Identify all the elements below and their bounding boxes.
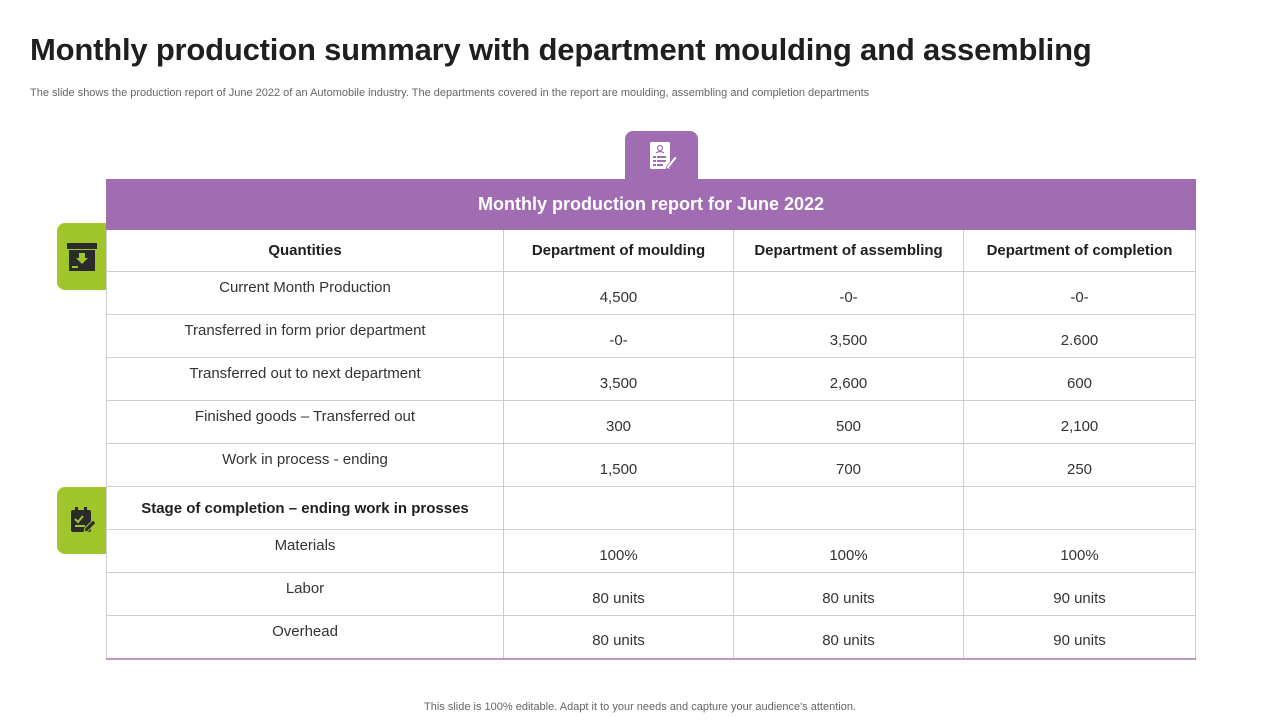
table-row: Transferred out to next department 3,500… bbox=[106, 357, 1197, 401]
cell-completion: -0- bbox=[962, 271, 1197, 315]
cell-assembling: 100% bbox=[733, 529, 964, 573]
row-label: Work in process - ending bbox=[106, 443, 504, 487]
report-document-icon bbox=[649, 142, 678, 170]
cell-moulding: 300 bbox=[503, 400, 734, 444]
section-label: Stage of completion – ending work in pro… bbox=[106, 486, 504, 530]
cell-completion: 90 units bbox=[962, 572, 1197, 616]
cell-completion: 250 bbox=[962, 443, 1197, 487]
empty-cell bbox=[962, 486, 1197, 530]
table-row: Finished goods – Transferred out 300 500… bbox=[106, 400, 1197, 444]
page-title: Monthly production summary with departme… bbox=[30, 32, 1092, 67]
row-label: Transferred out to next department bbox=[106, 357, 504, 401]
cell-assembling: 3,500 bbox=[733, 314, 964, 358]
table-row: Overhead 80 units 80 units 90 units bbox=[106, 615, 1197, 660]
side-tab-completion bbox=[57, 487, 107, 554]
production-report-table: Monthly production report for June 2022 … bbox=[105, 179, 1197, 660]
report-tab bbox=[625, 131, 698, 181]
empty-cell bbox=[503, 486, 734, 530]
row-label: Finished goods – Transferred out bbox=[106, 400, 504, 444]
row-label: Labor bbox=[106, 572, 504, 616]
footer-note: This slide is 100% editable. Adapt it to… bbox=[424, 701, 856, 713]
table-row: Materials 100% 100% 100% bbox=[106, 529, 1197, 573]
cell-assembling: 500 bbox=[733, 400, 964, 444]
cell-completion: 100% bbox=[962, 529, 1197, 573]
section-row: Stage of completion – ending work in pro… bbox=[106, 486, 1197, 530]
cell-moulding: 80 units bbox=[503, 615, 734, 660]
cell-moulding: -0- bbox=[503, 314, 734, 358]
cell-assembling: -0- bbox=[733, 271, 964, 315]
row-label: Current Month Production bbox=[106, 271, 504, 315]
cell-assembling: 80 units bbox=[733, 615, 964, 660]
header-moulding: Department of moulding bbox=[503, 229, 734, 272]
header-completion: Department of completion bbox=[962, 229, 1197, 272]
header-quantities: Quantities bbox=[106, 229, 504, 272]
cell-moulding: 3,500 bbox=[503, 357, 734, 401]
cell-completion: 600 bbox=[962, 357, 1197, 401]
table-row: Labor 80 units 80 units 90 units bbox=[106, 572, 1197, 616]
cell-completion: 2,100 bbox=[962, 400, 1197, 444]
cell-assembling: 700 bbox=[733, 443, 964, 487]
cell-moulding: 1,500 bbox=[503, 443, 734, 487]
empty-cell bbox=[733, 486, 964, 530]
table-row: Transferred in form prior department -0-… bbox=[106, 314, 1197, 358]
archive-box-icon bbox=[67, 242, 97, 271]
cell-moulding: 80 units bbox=[503, 572, 734, 616]
table-row: Current Month Production 4,500 -0- -0- bbox=[106, 271, 1197, 315]
cell-completion: 90 units bbox=[962, 615, 1197, 660]
header-assembling: Department of assembling bbox=[733, 229, 964, 272]
page-subtitle: The slide shows the production report of… bbox=[30, 87, 870, 99]
side-tab-quantities bbox=[57, 223, 107, 290]
table-band-title: Monthly production report for June 2022 bbox=[105, 179, 1197, 230]
task-checklist-icon bbox=[71, 506, 97, 533]
table-row: Work in process - ending 1,500 700 250 bbox=[106, 443, 1197, 487]
cell-assembling: 2,600 bbox=[733, 357, 964, 401]
cell-moulding: 4,500 bbox=[503, 271, 734, 315]
row-label: Materials bbox=[106, 529, 504, 573]
cell-moulding: 100% bbox=[503, 529, 734, 573]
cell-completion: 2.600 bbox=[962, 314, 1197, 358]
cell-assembling: 80 units bbox=[733, 572, 964, 616]
row-label: Overhead bbox=[106, 615, 504, 660]
row-label: Transferred in form prior department bbox=[106, 314, 504, 358]
